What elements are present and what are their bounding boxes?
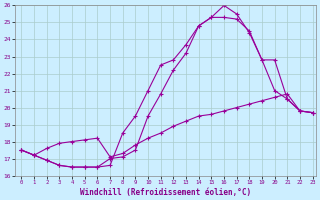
- X-axis label: Windchill (Refroidissement éolien,°C): Windchill (Refroidissement éolien,°C): [80, 188, 251, 197]
